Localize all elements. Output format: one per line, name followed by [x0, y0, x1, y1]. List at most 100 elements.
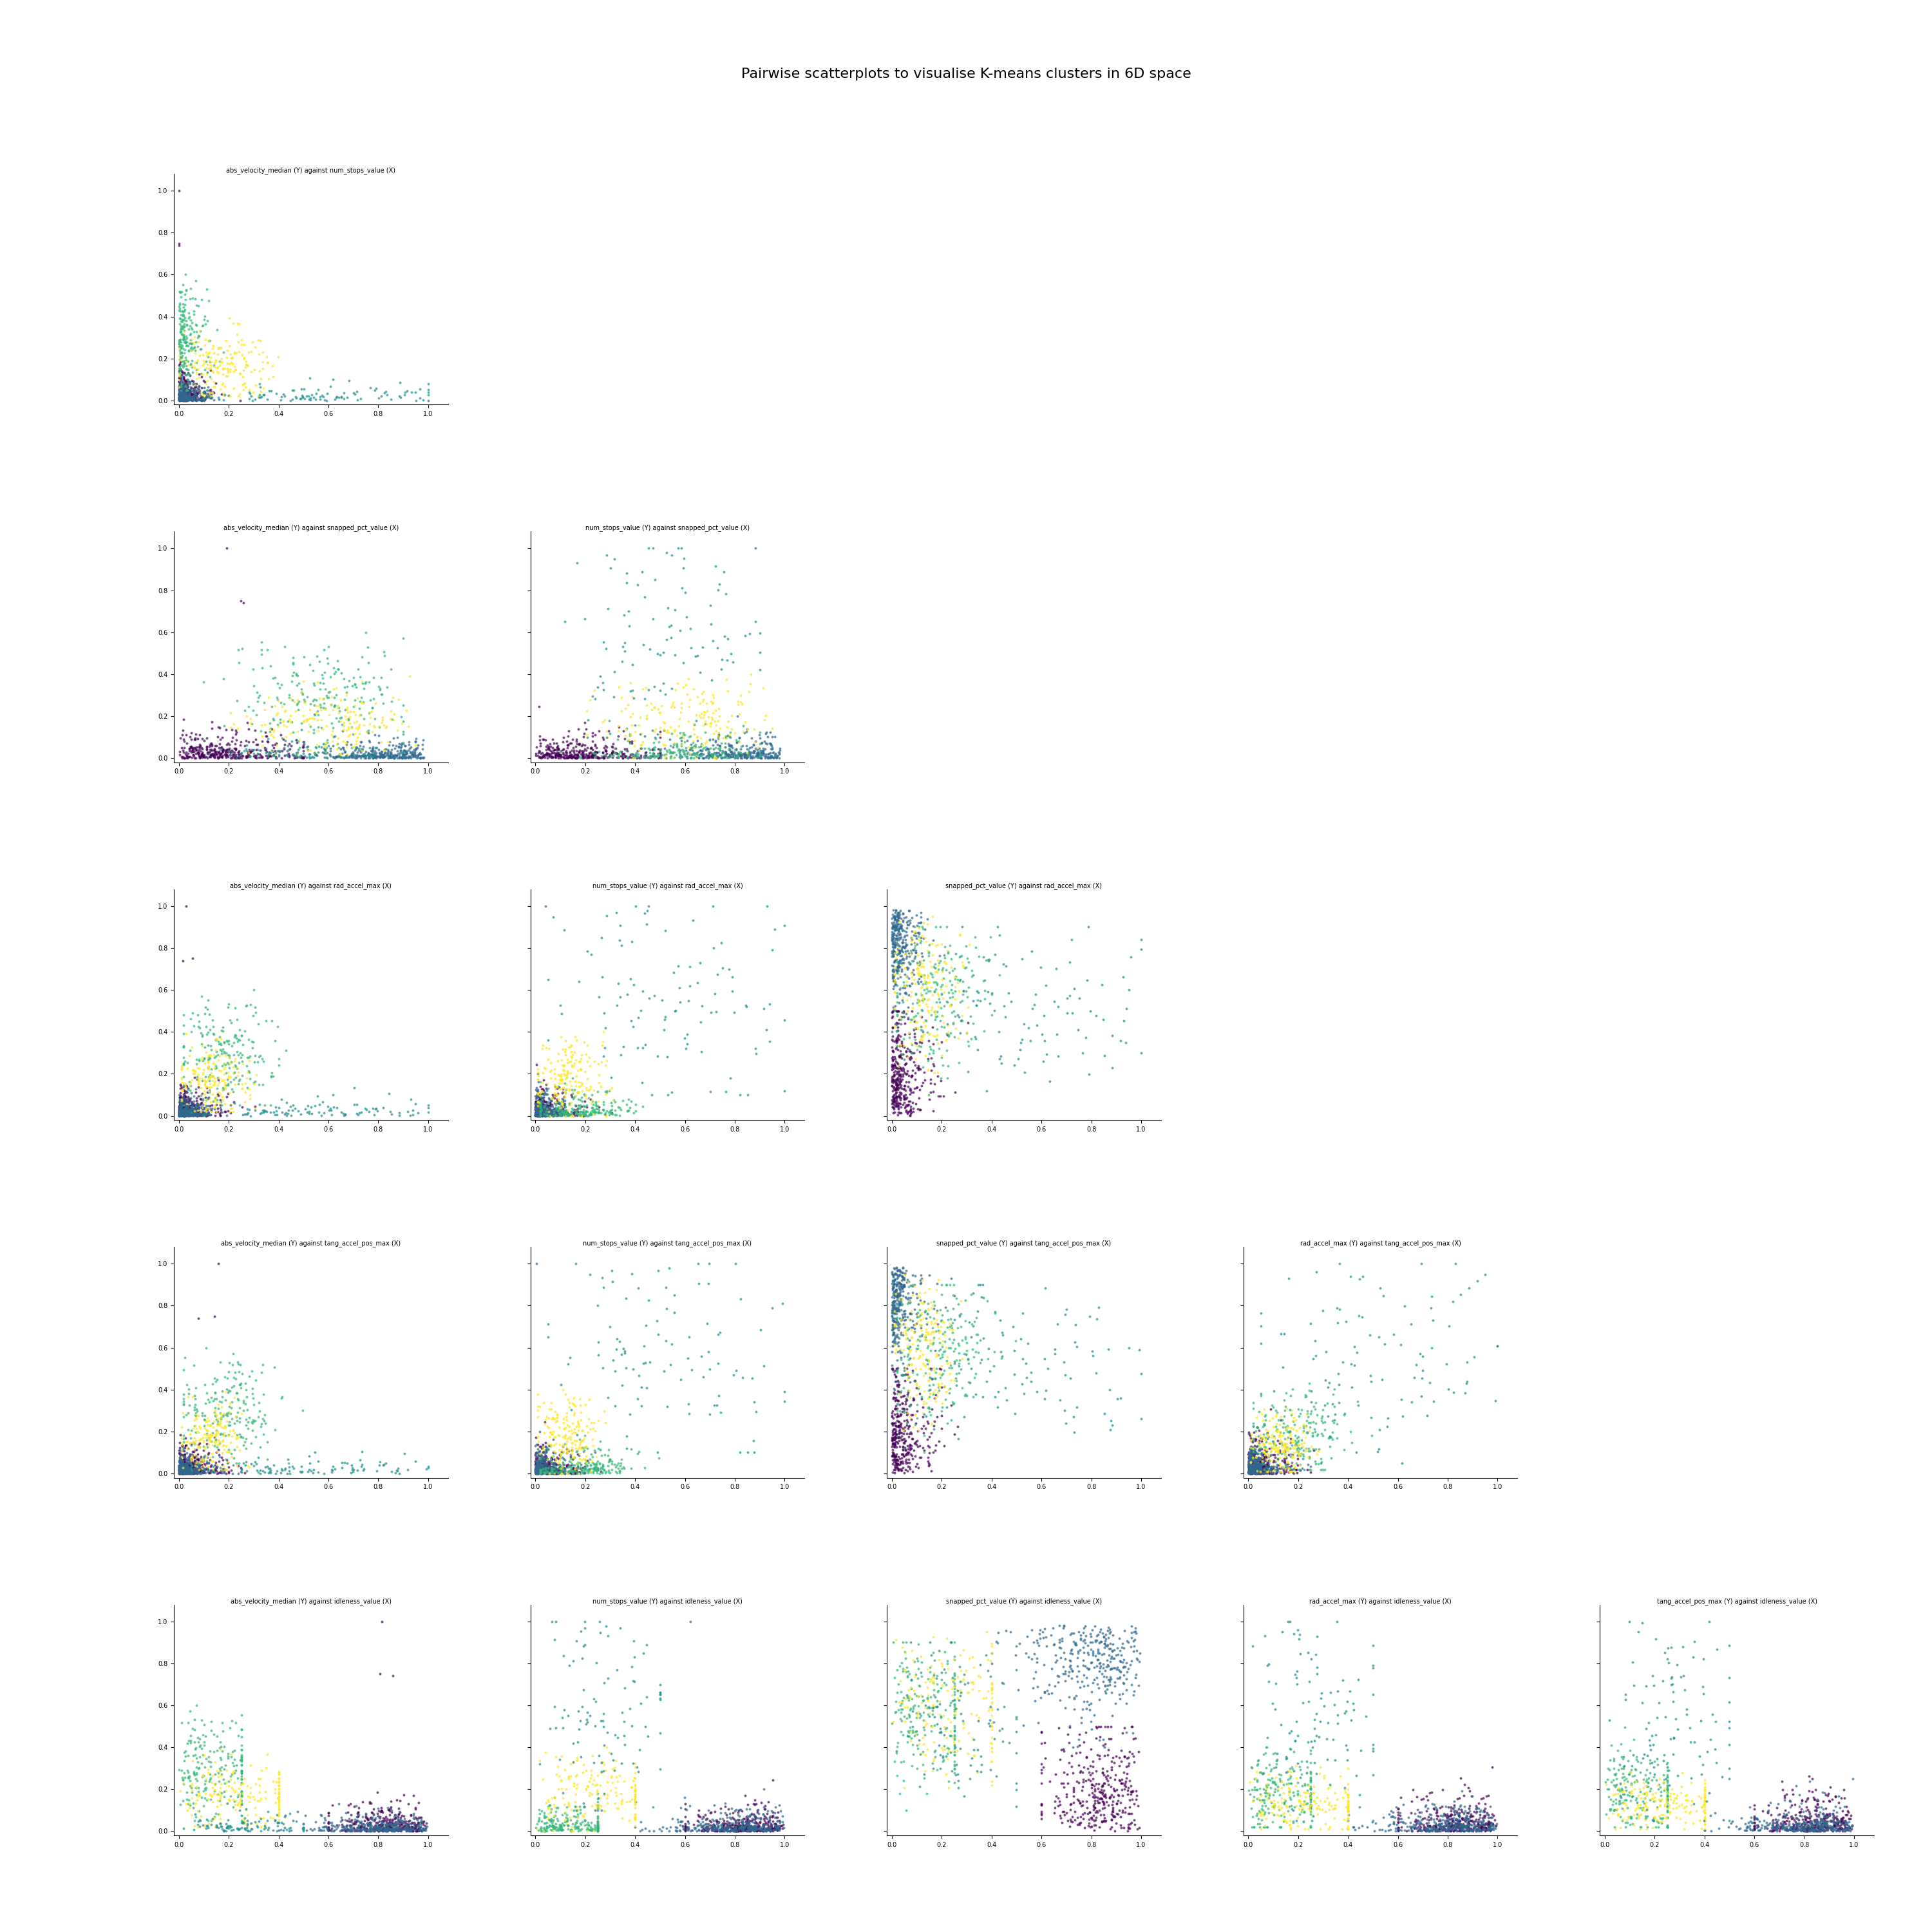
Point [1265, 1766, 1296, 1797]
Point [228, 1806, 259, 1837]
Point [524, 1094, 554, 1124]
Point [752, 742, 782, 773]
Point [1685, 1804, 1716, 1835]
Point [968, 1016, 999, 1047]
Point [609, 1706, 639, 1737]
Point [1242, 1437, 1273, 1468]
Point [1088, 1793, 1119, 1824]
Point [524, 1066, 554, 1097]
Point [553, 721, 583, 752]
Point [883, 1072, 914, 1103]
Point [952, 947, 983, 978]
Point [170, 259, 201, 290]
Point [348, 1812, 379, 1843]
Point [908, 1385, 939, 1416]
Point [651, 1391, 682, 1422]
Point [363, 1816, 394, 1847]
Point [224, 1795, 255, 1826]
Point [526, 1097, 556, 1128]
Point [1808, 1804, 1839, 1835]
Point [180, 381, 211, 412]
Point [1443, 1801, 1474, 1832]
Point [520, 1097, 551, 1128]
Point [377, 1808, 408, 1839]
Point [522, 1457, 553, 1488]
Point [1092, 1673, 1122, 1704]
Point [684, 699, 715, 730]
Point [1265, 1457, 1296, 1488]
Point [1308, 1294, 1339, 1325]
Point [1049, 1756, 1080, 1787]
Point [383, 1806, 413, 1837]
Point [1370, 1329, 1401, 1360]
Point [176, 375, 207, 406]
Point [213, 736, 243, 767]
Point [168, 1086, 199, 1117]
Point [522, 1451, 553, 1482]
Point [166, 1459, 197, 1490]
Point [330, 732, 361, 763]
Point [694, 742, 724, 773]
Point [357, 717, 388, 748]
Point [651, 742, 682, 773]
Point [568, 1801, 599, 1832]
Point [174, 1378, 205, 1408]
Point [914, 1366, 945, 1397]
Point [172, 1097, 203, 1128]
Point [377, 1816, 408, 1847]
Point [883, 1294, 914, 1325]
Point [348, 1801, 379, 1832]
Point [591, 1787, 622, 1818]
Point [1068, 1764, 1099, 1795]
Point [535, 1097, 566, 1128]
Point [1772, 1814, 1803, 1845]
Point [638, 726, 668, 757]
Point [1240, 1453, 1271, 1484]
Point [344, 734, 375, 765]
Point [216, 1455, 247, 1486]
Point [394, 736, 425, 767]
Point [887, 931, 918, 962]
Point [883, 900, 914, 931]
Point [1267, 1432, 1298, 1463]
Point [1049, 1611, 1080, 1642]
Point [541, 1097, 572, 1128]
Point [879, 937, 910, 968]
Point [533, 1095, 564, 1126]
Point [1105, 1747, 1136, 1777]
Point [375, 740, 406, 771]
Point [166, 377, 197, 408]
Point [522, 1059, 553, 1090]
Point [261, 1799, 292, 1830]
Point [914, 983, 945, 1014]
Point [1752, 1808, 1783, 1839]
Point [893, 1358, 923, 1389]
Point [526, 1457, 556, 1488]
Point [189, 309, 220, 340]
Point [935, 989, 966, 1020]
Point [545, 740, 576, 771]
Point [178, 1099, 209, 1130]
Point [274, 682, 305, 713]
Point [885, 912, 916, 943]
Point [668, 723, 699, 753]
Point [746, 742, 777, 773]
Point [226, 634, 257, 665]
Point [620, 1748, 651, 1779]
Point [1236, 1434, 1267, 1464]
Point [551, 1101, 582, 1132]
Point [168, 1101, 199, 1132]
Point [1335, 1675, 1366, 1706]
Point [218, 1735, 249, 1766]
Point [168, 1099, 199, 1130]
Point [556, 742, 587, 773]
Point [529, 1095, 560, 1126]
Point [1314, 1795, 1345, 1826]
Point [626, 732, 657, 763]
Point [526, 1099, 556, 1130]
Point [753, 738, 784, 769]
Point [209, 1814, 240, 1845]
Point [180, 1445, 211, 1476]
Point [170, 346, 201, 377]
Point [214, 1435, 245, 1466]
